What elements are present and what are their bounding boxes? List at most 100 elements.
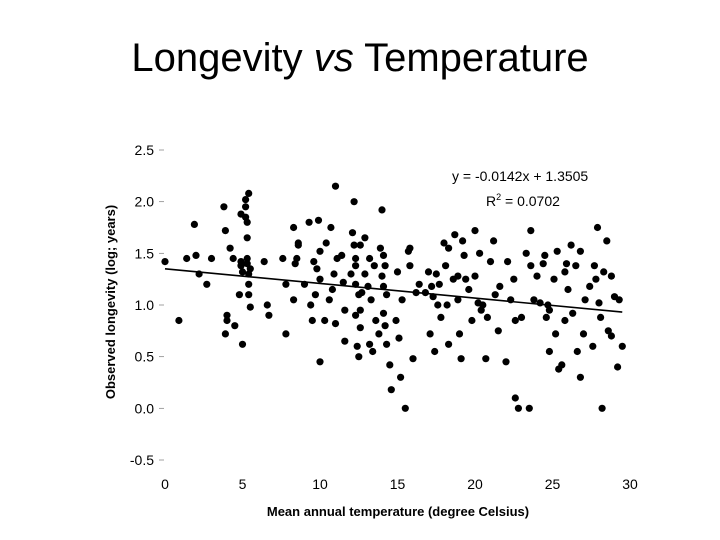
data-point — [511, 394, 519, 402]
data-point — [355, 353, 363, 361]
title-part-1: Longevity — [131, 36, 314, 80]
data-point — [321, 316, 329, 325]
data-point — [545, 347, 554, 356]
data-point — [305, 218, 313, 226]
data-point — [491, 291, 499, 299]
data-point — [265, 311, 273, 319]
data-point — [443, 301, 451, 309]
data-point — [445, 340, 453, 348]
data-point — [263, 301, 271, 309]
data-point — [395, 334, 403, 342]
data-point — [207, 254, 216, 263]
data-point — [604, 327, 612, 335]
data-point — [238, 268, 247, 276]
data-point — [348, 229, 357, 237]
y-tick-label: 0.5 — [135, 349, 155, 365]
data-point — [496, 282, 504, 290]
data-point — [311, 291, 319, 299]
y-axis-title: Observed longevity (log; years) — [103, 205, 118, 399]
data-point — [572, 262, 580, 270]
data-point — [338, 251, 346, 259]
data-point — [406, 244, 414, 252]
data-point — [221, 330, 229, 338]
y-axis: -0.5 0.0 0.5 1.0 1.5 2.0 2.5 — [130, 142, 164, 468]
data-point — [593, 223, 602, 232]
data-point — [409, 355, 417, 363]
data-point — [527, 227, 535, 235]
data-point — [379, 282, 388, 290]
data-point — [428, 282, 436, 290]
data-point — [341, 337, 349, 345]
data-point — [607, 332, 616, 340]
data-point — [553, 247, 561, 255]
y-tick-label: 1.0 — [135, 297, 155, 313]
data-point — [183, 254, 191, 263]
data-point — [243, 218, 251, 226]
data-point — [445, 244, 453, 252]
data-point — [511, 316, 519, 325]
y-tick-label: 2.5 — [135, 142, 155, 158]
data-point — [504, 258, 512, 266]
data-point — [442, 262, 450, 270]
x-tick-label: 10 — [312, 476, 328, 492]
x-tick-label: 5 — [239, 476, 247, 492]
data-point — [192, 251, 200, 259]
data-point — [457, 355, 465, 363]
data-point — [245, 189, 253, 197]
data-point — [369, 347, 377, 356]
data-point — [454, 296, 462, 304]
data-point — [242, 196, 250, 204]
data-point — [379, 251, 388, 259]
data-point — [175, 316, 183, 325]
data-point — [383, 291, 391, 299]
data-point — [539, 260, 547, 268]
data-point — [366, 254, 374, 263]
data-point — [242, 203, 250, 211]
data-point — [459, 237, 467, 245]
data-point — [468, 316, 476, 325]
data-point — [440, 239, 448, 247]
data-point — [387, 386, 395, 394]
data-point — [393, 268, 402, 276]
data-point — [378, 206, 386, 214]
data-point — [339, 278, 347, 286]
data-point — [603, 237, 611, 245]
data-point — [558, 361, 566, 369]
data-point — [161, 258, 169, 266]
data-point — [517, 313, 526, 321]
y-tick-label: -0.5 — [130, 452, 154, 468]
data-point — [260, 258, 268, 266]
data-point — [460, 251, 468, 259]
title-italic-vs: vs — [313, 36, 354, 80]
data-point — [426, 330, 434, 338]
data-point — [316, 247, 324, 255]
r2-prefix: R — [486, 193, 496, 209]
data-point — [361, 234, 369, 242]
data-point — [352, 311, 360, 319]
data-point — [376, 244, 384, 252]
title-part-2: Temperature — [353, 36, 589, 80]
data-point — [367, 296, 375, 304]
data-point — [381, 262, 389, 270]
data-point — [573, 347, 581, 356]
data-point — [522, 249, 530, 257]
trendline — [164, 267, 623, 313]
data-point — [350, 241, 358, 249]
data-point — [590, 262, 599, 270]
data-point — [552, 330, 560, 338]
data-point — [576, 373, 585, 381]
data-point — [246, 303, 254, 311]
data-point — [401, 404, 409, 412]
data-point — [282, 330, 290, 338]
data-point — [223, 311, 231, 319]
data-point — [203, 280, 211, 288]
data-point — [220, 203, 228, 211]
data-point — [352, 262, 360, 270]
data-point — [437, 313, 445, 321]
data-point — [455, 330, 464, 338]
data-point — [527, 262, 535, 270]
data-point — [454, 272, 462, 280]
data-point — [476, 249, 484, 257]
data-point — [331, 320, 340, 328]
data-point — [490, 237, 498, 245]
